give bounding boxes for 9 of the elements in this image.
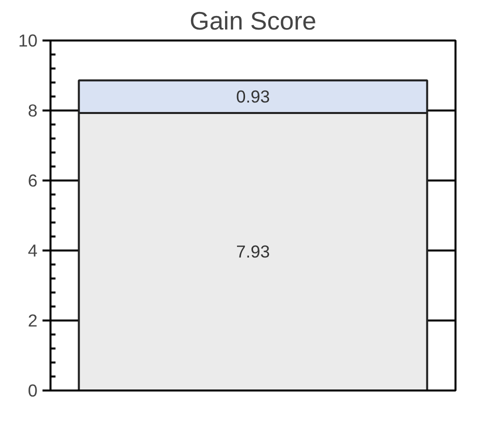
data-label: 0.93 — [236, 86, 270, 107]
y-tick-label: 4 — [28, 240, 38, 260]
data-label: 7.93 — [236, 242, 270, 262]
y-tick-label: 0 — [28, 380, 38, 400]
y-tick-label: 10 — [18, 30, 38, 50]
chart-title: Gain Score — [190, 8, 316, 36]
y-tick-label: 2 — [28, 310, 38, 330]
y-tick-label: 6 — [28, 170, 38, 190]
y-tick-label: 8 — [28, 100, 38, 120]
